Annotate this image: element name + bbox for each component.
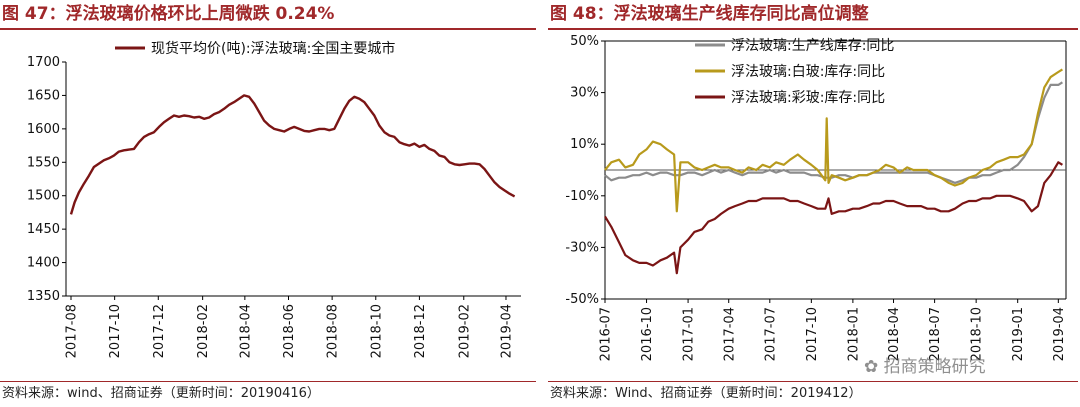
y-tick-label: 1600 [27,122,60,137]
x-tick-label: 2017-10 [805,307,820,361]
x-tick-label: 2017-04 [722,307,737,361]
series-line-2 [604,68,1063,213]
y-tick-label: -10% [565,189,599,204]
source-rule [548,381,1078,382]
x-tick-label: 2018-12 [413,304,428,358]
y-tick-label: 1650 [27,88,60,103]
x-tick-label: 2019-02 [457,304,472,358]
chart-title: 图 47：浮法玻璃价格环比上周微跌 0.24% [2,4,335,24]
wechat-icon: ✿ [864,357,879,377]
legend-label: 浮法玻璃:彩玻:库存:同比 [731,89,885,106]
y-tick-label: 10% [570,137,599,152]
x-tick-label: 2016-10 [640,307,655,361]
x-tick-label: 2018-10 [970,307,985,361]
inventory-chart-svg: -50% -30% -10% 10% 30% 50% 2016-07 2016-10 2017-… [565,34,1067,361]
x-tick-label: 2018-10 [369,304,384,358]
x-tick-label: 2018-04 [238,304,253,358]
y-tick-label: 50% [570,34,599,49]
x-tick-label: 2017-08 [65,304,80,358]
x-tick-label: 2019-04 [1052,307,1067,361]
x-tick-label: 2016-07 [599,307,614,361]
watermark: ✿ 招商策略研究 [864,352,986,377]
chart-panel-inventory: 图 48：浮法玻璃生产线库存同比高位调整 -50% -30% -10% 10% 30% 5… [548,0,1080,407]
price-chart-svg: 1350 1400 1450 1500 1550 1600 1650 1700 2017-08 2… [27,40,521,358]
y-tick-label: 1350 [27,289,60,304]
legend-label: 浮法玻璃:生产线库存:同比 [731,37,894,54]
series-line-1 [69,94,516,215]
x-tick-label: 2018-08 [326,304,341,358]
x-tick-label: 2018-02 [196,304,211,358]
y-tick-label: 1550 [27,155,60,170]
source-note: 资料来源：wind、招商证券（更新时间：20190416） [2,386,320,401]
source-rule [0,381,536,382]
y-tick-label: 1400 [27,256,60,271]
title-rule [548,28,1078,30]
x-tick-label: 2018-01 [846,307,861,361]
y-tick-label: 30% [570,86,599,101]
x-tick-label: 2017-12 [152,304,167,358]
series-line-3 [604,161,1063,275]
x-tick-label: 2018-06 [282,304,297,358]
y-tick-label: 1500 [27,189,60,204]
y-tick-label: 1700 [27,55,60,70]
x-tick-label: 2018-07 [928,307,943,361]
x-tick-label: 2017-01 [682,307,697,361]
x-tick-label: 2019-01 [1011,307,1026,361]
x-tick-label: 2019-04 [500,304,515,358]
chart-panel-price: 图 47：浮法玻璃价格环比上周微跌 0.24% 1350 1400 1450 1500… [0,4,536,401]
legend-label: 浮法玻璃:白玻:库存:同比 [731,63,885,80]
source-note: 资料来源：Wind、招商证券（更新时间：2019412） [550,386,862,401]
x-tick-label: 2017-10 [108,304,123,358]
x-tick-label: 2017-07 [763,307,778,361]
watermark-text: 招商策略研究 [883,357,986,377]
x-tick-label: 2018-04 [887,307,902,361]
title-rule [0,28,536,30]
y-tick-label: -50% [565,292,599,307]
y-tick-label: 1450 [27,222,60,237]
legend-label: 现货平均价(吨):浮法玻璃:全国主要城市 [151,40,395,57]
y-tick-label: -30% [565,240,599,255]
chart-title: 图 48：浮法玻璃生产线库存同比高位调整 [550,4,869,24]
